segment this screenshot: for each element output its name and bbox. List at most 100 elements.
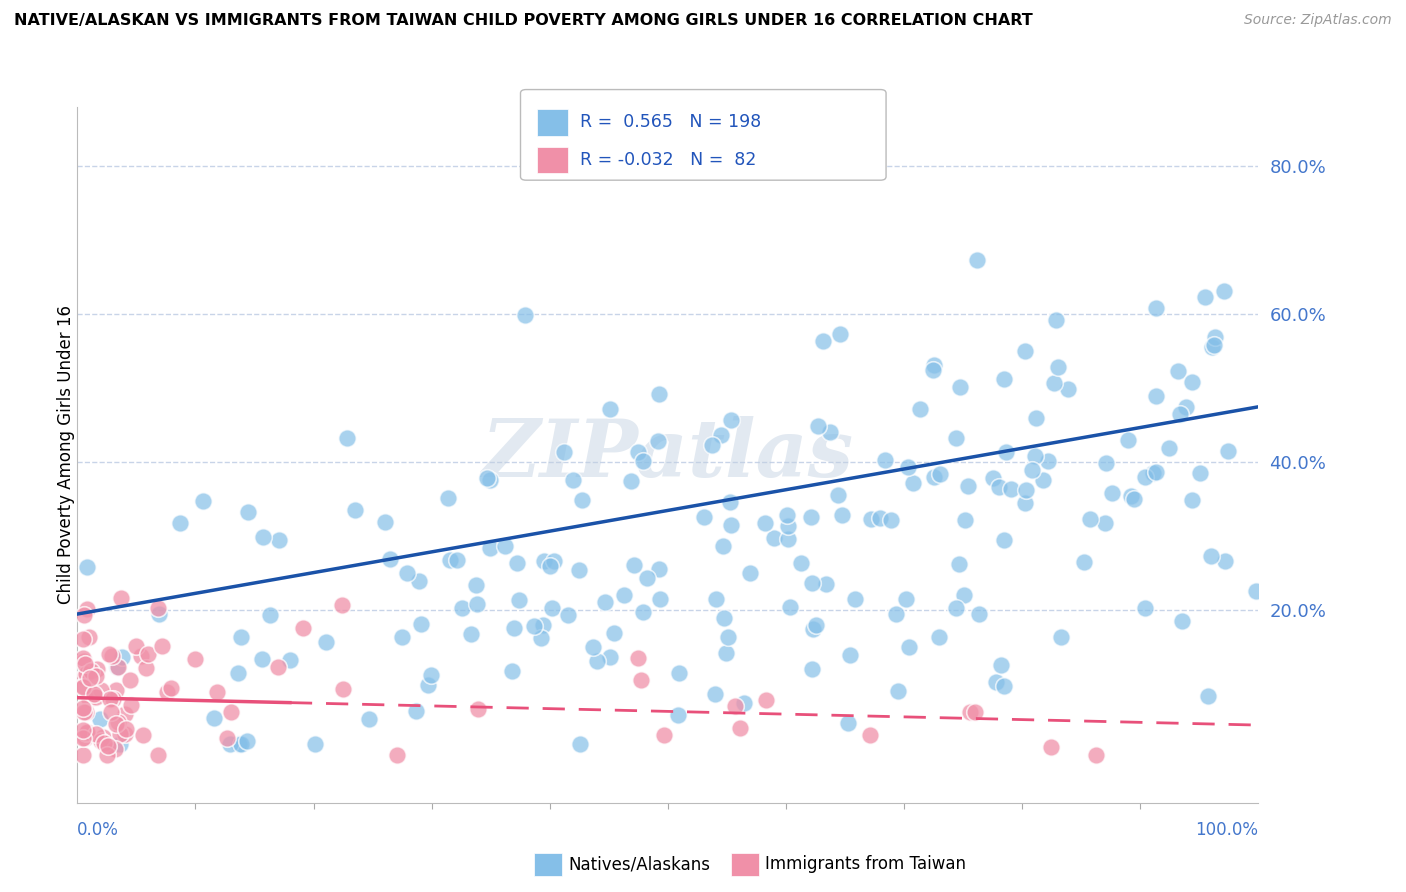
Point	[1038, 453, 1060, 467]
Point	[229, 737, 252, 751]
Point	[467, 702, 489, 716]
Text: Source: ZipAtlas.com: Source: ZipAtlas.com	[1244, 13, 1392, 28]
Point	[953, 513, 976, 527]
Point	[330, 599, 353, 613]
Point	[1014, 344, 1036, 359]
Point	[884, 607, 907, 621]
Point	[1057, 382, 1080, 396]
Point	[738, 566, 761, 581]
Point	[292, 621, 315, 635]
Point	[72, 723, 94, 737]
Point	[949, 380, 972, 394]
Point	[508, 592, 530, 607]
Point	[267, 660, 290, 674]
Point	[96, 747, 118, 762]
Point	[981, 471, 1004, 485]
Point	[1167, 364, 1189, 378]
Point	[98, 692, 121, 706]
Point	[146, 747, 169, 762]
Point	[236, 505, 259, 519]
Point	[1015, 483, 1038, 497]
Point	[627, 651, 650, 665]
Point	[1135, 601, 1157, 615]
Point	[1050, 630, 1073, 644]
Point	[136, 647, 159, 661]
Point	[219, 705, 242, 719]
Point	[993, 372, 1015, 386]
Point	[717, 630, 740, 644]
Point	[568, 563, 591, 577]
Point	[226, 666, 249, 681]
Text: R =  0.565   N = 198: R = 0.565 N = 198	[579, 113, 761, 131]
Point	[897, 640, 920, 654]
Point	[959, 705, 981, 719]
Point	[776, 508, 799, 523]
Text: NATIVE/ALASKAN VS IMMIGRANTS FROM TAIWAN CHILD POVERTY AMONG GIRLS UNDER 16 CORR: NATIVE/ALASKAN VS IMMIGRANTS FROM TAIWAN…	[14, 13, 1033, 29]
Point	[84, 690, 107, 704]
Point	[1135, 470, 1157, 484]
Point	[385, 747, 408, 762]
Point	[908, 401, 931, 416]
Point	[84, 669, 107, 683]
Point	[693, 509, 716, 524]
Point	[755, 692, 778, 706]
Point	[1094, 516, 1116, 530]
Point	[1024, 449, 1046, 463]
Point	[506, 557, 529, 571]
Point	[800, 509, 823, 524]
Point	[571, 492, 593, 507]
Point	[561, 473, 583, 487]
Point	[101, 649, 124, 664]
Point	[704, 687, 727, 701]
Point	[110, 591, 132, 605]
Point	[728, 722, 751, 736]
Point	[538, 559, 561, 574]
Point	[75, 705, 97, 719]
Point	[1043, 376, 1066, 390]
Point	[89, 712, 111, 726]
Point	[115, 723, 138, 737]
Point	[704, 592, 727, 607]
Point	[1171, 614, 1194, 628]
Point	[530, 631, 553, 645]
Point	[150, 639, 173, 653]
Point	[80, 664, 103, 678]
Point	[1159, 442, 1181, 456]
Point	[720, 517, 742, 532]
Point	[374, 515, 396, 529]
Point	[967, 607, 990, 621]
Point	[886, 683, 908, 698]
Point	[184, 652, 207, 666]
Point	[710, 428, 733, 442]
Point	[1046, 359, 1069, 374]
Point	[90, 682, 112, 697]
Point	[568, 737, 591, 751]
Point	[1197, 689, 1219, 703]
Point	[114, 706, 136, 721]
Point	[993, 680, 1015, 694]
Point	[72, 650, 94, 665]
Point	[724, 699, 747, 714]
Point	[700, 438, 723, 452]
Point	[654, 728, 676, 742]
Point	[156, 685, 179, 699]
Point	[837, 715, 859, 730]
Point	[718, 494, 741, 508]
Point	[557, 607, 579, 622]
Point	[478, 541, 501, 555]
Point	[582, 640, 605, 654]
Point	[420, 667, 443, 681]
Text: Natives/Alaskans: Natives/Alaskans	[568, 855, 710, 873]
Point	[711, 539, 734, 553]
Point	[405, 705, 427, 719]
Point	[531, 618, 554, 632]
Text: R = -0.032   N =  82: R = -0.032 N = 82	[579, 151, 756, 169]
Point	[811, 334, 834, 349]
Point	[467, 597, 489, 611]
Point	[73, 731, 96, 745]
Point	[97, 739, 120, 753]
Point	[948, 558, 970, 572]
Point	[790, 556, 813, 570]
Point	[894, 592, 917, 607]
Point	[278, 653, 301, 667]
